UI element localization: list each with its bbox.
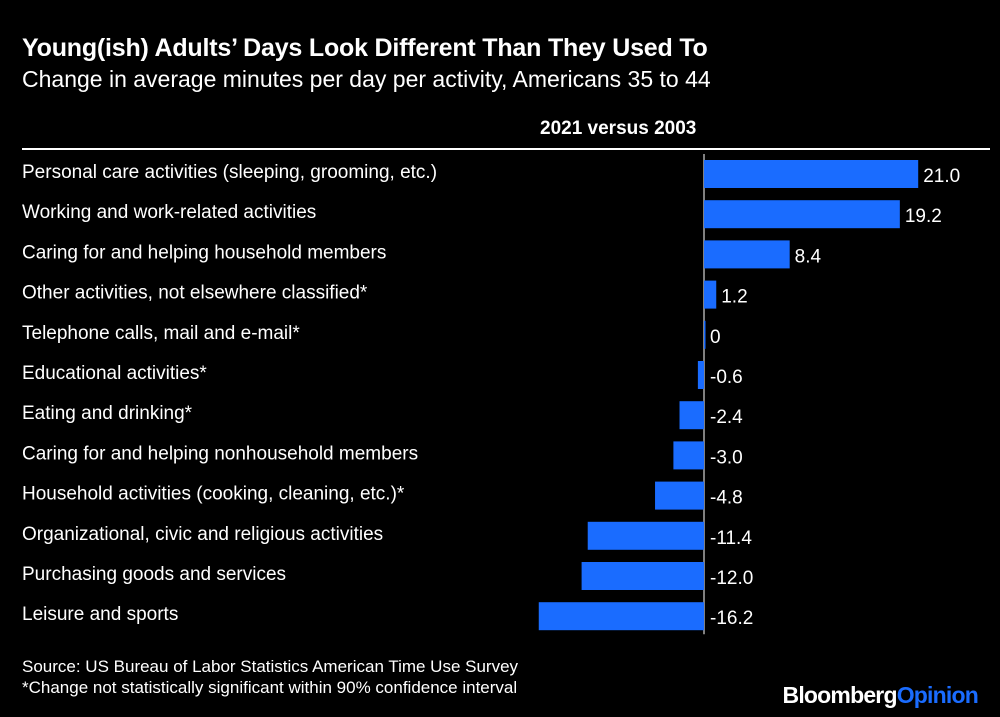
value-label: -4.8	[710, 488, 743, 509]
bar	[704, 160, 919, 188]
bar	[679, 401, 704, 430]
category-label: Caring for and helping nonhousehold memb…	[22, 443, 418, 464]
category-label: Leisure and sports	[22, 604, 178, 625]
value-label: 19.2	[905, 206, 942, 227]
value-label: 1.2	[721, 287, 747, 308]
bar	[704, 280, 717, 309]
value-label: -16.2	[710, 608, 753, 629]
value-label: -11.4	[710, 528, 752, 549]
bar	[697, 361, 704, 389]
category-label: Working and work-related activities	[22, 202, 316, 223]
significance-note: *Change not statistically significant wi…	[22, 678, 518, 697]
category-label: Eating and drinking*	[22, 403, 193, 424]
logo-brand: Bloomberg	[782, 682, 898, 708]
bar	[587, 521, 704, 550]
category-label: Household activities (cooking, cleaning,…	[22, 484, 405, 505]
source-note: Source: US Bureau of Labor Statistics Am…	[22, 656, 518, 698]
bar	[581, 562, 704, 590]
header-rule	[22, 148, 990, 150]
bar	[655, 481, 704, 510]
category-label: Personal care activities (sleeping, groo…	[22, 162, 437, 183]
logo-section: Opinion	[896, 682, 979, 708]
value-label: -0.6	[710, 367, 743, 388]
source-text: Source: US Bureau of Labor Statistics Am…	[22, 657, 519, 676]
bar	[538, 602, 704, 631]
category-label: Other activities, not elsewhere classifi…	[22, 283, 368, 304]
category-label: Purchasing goods and services	[22, 564, 286, 585]
bloomberg-opinion-logo: BloombergOpinion	[782, 682, 979, 709]
value-label: 8.4	[795, 246, 822, 267]
bar-chart: Personal care activities (sleeping, groo…	[22, 154, 960, 635]
bar	[704, 200, 900, 229]
category-label: Organizational, civic and religious acti…	[22, 524, 383, 545]
value-label: 21.0	[923, 166, 960, 187]
column-header: 2021 versus 2003	[540, 118, 697, 139]
value-label: -12.0	[710, 568, 753, 589]
bar	[673, 441, 704, 470]
category-label: Educational activities*	[22, 363, 207, 384]
bar	[704, 320, 706, 349]
value-label: -2.4	[710, 407, 743, 428]
value-label: -3.0	[710, 447, 743, 468]
category-label: Caring for and helping household members	[22, 242, 386, 263]
value-label: 0	[710, 327, 721, 348]
category-label: Telephone calls, mail and e-mail*	[22, 323, 300, 344]
bar	[704, 240, 790, 269]
chart-subtitle: Change in average minutes per day per ac…	[22, 66, 711, 92]
chart-title: Young(ish) Adults’ Days Look Different T…	[22, 34, 708, 62]
